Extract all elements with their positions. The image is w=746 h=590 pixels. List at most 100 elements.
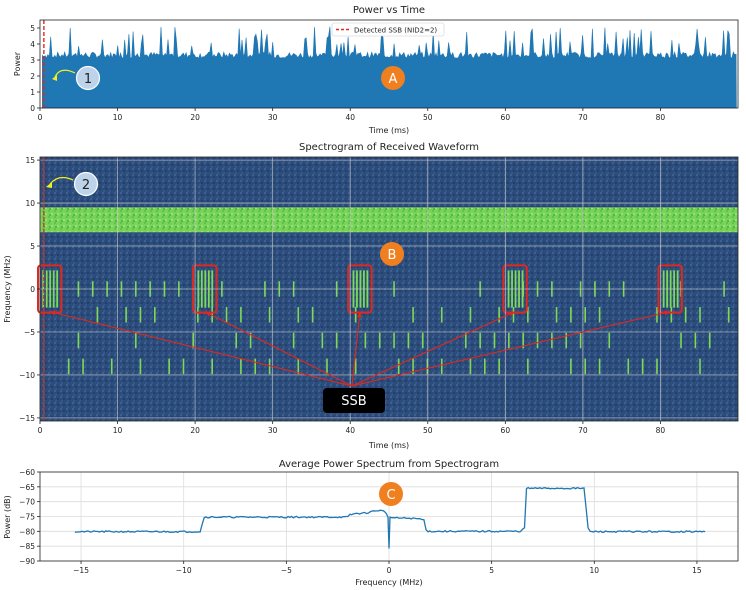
spectrum-y-tick-label: −60: [19, 468, 35, 477]
pdsch-burst: [579, 332, 582, 349]
spectrogram-x-tick-label: 60: [501, 426, 511, 435]
panel-spectrogram: Spectrogram of Received Waveform 0 10 20 30…: [3, 142, 739, 450]
ssb-pointer-head: [49, 310, 56, 316]
power-x-tick-label: 80: [656, 113, 666, 122]
power-x-tick-label: 70: [578, 113, 588, 122]
spectrum-x-tick-label: −5: [281, 566, 292, 575]
pdsch-burst: [154, 307, 156, 323]
pdsch-burst: [268, 307, 271, 323]
spectrogram-y-tick-label: 10: [25, 199, 35, 208]
pdsch-burst: [598, 307, 601, 323]
pdsch-burst: [211, 358, 213, 375]
badge-c: C: [379, 482, 403, 506]
spectrogram-plot-area: [37, 157, 738, 421]
power-y-tick-label: 4: [30, 40, 35, 49]
badge-a: A: [381, 66, 405, 90]
spectrum-x-tick-label: 10: [590, 566, 600, 575]
pdsch-burst: [297, 358, 300, 375]
pdsch-burst: [240, 307, 242, 323]
spectrum-y-tick-label: −80: [19, 527, 35, 536]
spectrum-x-ticks: −15 −10 −5 0 5 10 15: [73, 561, 702, 575]
spectrum-y-tick-label: −75: [19, 513, 35, 522]
ssb-annotation-arrows: [49, 310, 671, 387]
ssb-pointer-line: [204, 311, 353, 387]
ssb-callout: SSB: [323, 388, 385, 413]
pdsch-burst: [421, 332, 424, 349]
pdsch-burst: [598, 358, 601, 375]
pdsch-burst: [670, 307, 673, 323]
power-x-tick-label: 60: [501, 113, 511, 122]
power-x-ticks: 0 10 20 30 40 50 60 70 80: [38, 108, 666, 122]
pdsch-burst: [440, 358, 443, 375]
pdsch-burst: [493, 332, 496, 349]
power-x-tick-label: 50: [423, 113, 433, 122]
pdsch-burst: [297, 307, 300, 323]
spectrogram-x-tick-label: 30: [268, 426, 278, 435]
badge-1: 1: [52, 65, 101, 91]
pdsch-burst: [656, 358, 658, 375]
pdsch-burst: [125, 307, 127, 323]
pdsch-burst: [469, 358, 472, 375]
spectrogram-x-tick-label: 20: [190, 426, 200, 435]
power-y-tick-label: 1: [30, 88, 35, 97]
power-x-tick-label: 0: [38, 113, 43, 122]
pdsch-burst: [96, 307, 99, 323]
pdsch-burst: [555, 307, 558, 323]
pdsch-burst: [522, 332, 524, 349]
pdsch-burst: [82, 358, 84, 375]
strong-carrier-band: [40, 207, 738, 233]
pdsch-burst: [354, 358, 357, 375]
spectrum-x-tick-label: −15: [73, 566, 89, 575]
ssb-pointer-line: [351, 311, 361, 387]
pdsch-burst: [627, 358, 630, 375]
power-x-tick-label: 30: [268, 113, 278, 122]
spectrum-y-ticks: −90 −85 −80 −75 −70 −65 −60: [19, 468, 40, 566]
power-y-label: Power: [13, 51, 22, 76]
pdsch-burst: [536, 332, 539, 349]
pdsch-burst: [699, 358, 701, 375]
pdsch-burst: [584, 358, 587, 375]
badge-c-label: C: [386, 488, 395, 503]
pdsch-burst: [527, 307, 529, 323]
ssb-pointer-line: [351, 311, 671, 387]
pdsch-burst: [393, 332, 395, 349]
spectrogram-x-tick-label: 70: [578, 426, 588, 435]
pdsch-burst: [139, 307, 142, 323]
pdsch-burst: [512, 307, 515, 323]
pdsch-burst: [364, 332, 367, 349]
spectrogram-y-tick-label: 15: [25, 156, 35, 165]
badge-a-label: A: [389, 72, 398, 87]
pdsch-burst: [551, 332, 553, 349]
spectrogram-y-label: Frequency (MHz): [3, 255, 12, 322]
badge-2-label: 2: [82, 178, 90, 193]
pdsch-burst: [225, 307, 228, 323]
pdsch-burst: [354, 307, 357, 323]
ssb-pointer-line: [49, 311, 353, 387]
average-spectrum-line: [74, 486, 706, 549]
pdsch-burst: [240, 358, 242, 375]
spectrum-x-tick-label: 5: [489, 566, 494, 575]
badge-2: 2: [46, 171, 99, 197]
ssb-pointer-head: [204, 311, 211, 317]
spectrogram-x-tick-label: 80: [656, 426, 666, 435]
spectrum-y-tick-label: −70: [19, 498, 35, 507]
spectrogram-x-tick-label: 0: [38, 426, 43, 435]
pdsch-burst: [235, 332, 238, 349]
pdsch-burst: [465, 332, 467, 349]
pdsch-burst: [254, 358, 257, 375]
spectrogram-y-tick-label: 5: [30, 242, 35, 251]
pdsch-burst: [268, 358, 271, 375]
pdsch-burst: [498, 307, 500, 323]
spectrum-title: Average Power Spectrum from Spectrogram: [279, 459, 499, 470]
pdsch-burst: [110, 358, 113, 375]
pdsch-burst: [684, 307, 687, 323]
spectrogram-x-ticks: 0 10 20 30 40 50 60 70 80: [38, 421, 666, 435]
pdsch-burst: [197, 307, 199, 323]
power-y-tick-label: 5: [30, 24, 35, 33]
power-y-ticks: 0 1 2 3 4 5: [30, 24, 40, 113]
power-x-tick-label: 40: [345, 113, 355, 122]
pdsch-burst: [527, 358, 529, 375]
spectrum-x-label: Frequency (MHz): [355, 578, 422, 587]
pdsch-burst: [641, 358, 644, 375]
